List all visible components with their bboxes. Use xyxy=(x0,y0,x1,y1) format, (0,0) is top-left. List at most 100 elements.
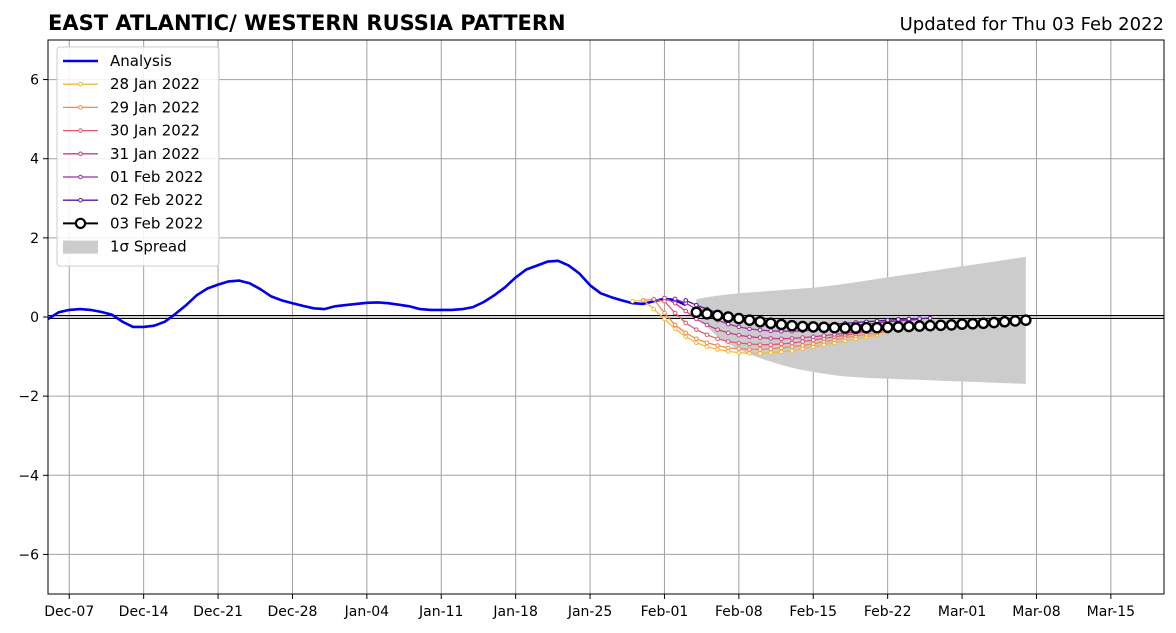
y-tick-label: 2 xyxy=(30,231,39,247)
forecast-marker xyxy=(1009,315,1022,327)
forecast-marker xyxy=(651,306,657,312)
forecast-marker xyxy=(672,322,678,328)
forecast-marker xyxy=(651,296,657,302)
forecast-marker xyxy=(736,332,742,338)
series-group xyxy=(47,259,1032,356)
legend-label: Analysis xyxy=(110,52,172,70)
forecast-marker xyxy=(711,309,724,322)
forecast-marker xyxy=(927,315,933,321)
forecast-marker xyxy=(736,324,742,330)
forecast-marker xyxy=(757,347,763,352)
forecast-marker xyxy=(704,332,710,338)
forecast-marker xyxy=(683,330,689,336)
forecast-marker xyxy=(800,343,805,348)
forecast-marker xyxy=(757,351,763,356)
x-tick-label: Jan-11 xyxy=(418,604,463,620)
forecast-marker xyxy=(789,336,795,341)
x-tick-label: Jan-25 xyxy=(567,604,612,620)
forecast-marker xyxy=(807,321,820,333)
forecast-marker xyxy=(818,321,830,334)
forecast-series-2 xyxy=(640,296,890,352)
forecast-marker xyxy=(988,316,1000,329)
forecast-marker xyxy=(768,336,774,341)
forecast-marker xyxy=(764,317,777,330)
legend-box xyxy=(56,46,220,267)
forecast-marker xyxy=(779,336,784,342)
forecast-marker xyxy=(715,336,720,342)
x-tick-label: Mar-08 xyxy=(1012,604,1060,620)
forecast-marker xyxy=(1020,314,1032,326)
forecast-marker xyxy=(747,351,752,356)
y-tick-label: 4 xyxy=(30,152,39,168)
forecast-marker xyxy=(956,318,968,330)
forecast-marker xyxy=(662,316,667,322)
forecast-marker xyxy=(694,336,699,342)
forecast-marker xyxy=(694,340,699,346)
plot-frame xyxy=(47,39,1165,595)
forecast-marker xyxy=(683,334,689,340)
legend-swatch-marker xyxy=(78,197,83,203)
x-tick-label: Jan-18 xyxy=(492,604,537,620)
x-tick-label: Feb-15 xyxy=(789,604,837,620)
forecast-marker xyxy=(800,335,805,340)
legend-label: 29 Jan 2022 xyxy=(110,98,200,116)
forecast-marker xyxy=(694,327,699,332)
legend-swatch-marker xyxy=(78,105,83,110)
chart-title: EAST ATLANTIC/ WESTERN RUSSIA PATTERN xyxy=(48,11,566,35)
legend-label: 31 Jan 2022 xyxy=(110,145,200,163)
forecast-marker xyxy=(704,344,710,349)
legend-label: 28 Jan 2022 xyxy=(110,75,200,93)
forecast-marker xyxy=(779,345,784,351)
forecast-marker xyxy=(715,343,720,348)
forecast-marker xyxy=(796,320,809,333)
forecast-marker xyxy=(725,345,731,351)
forecast-marker xyxy=(924,319,936,332)
forecast-marker xyxy=(860,321,873,334)
x-tick-label: Mar-01 xyxy=(938,604,986,620)
forecast-marker xyxy=(683,320,689,326)
forecast-marker xyxy=(977,317,990,330)
y-tick-label: −2 xyxy=(18,389,39,405)
forecast-marker xyxy=(810,334,816,340)
forecast-marker xyxy=(775,318,788,331)
forecast-marker xyxy=(768,328,774,334)
x-tick-label: Jan-04 xyxy=(344,604,390,620)
forecast-marker xyxy=(704,322,710,328)
forecast-marker xyxy=(892,321,905,333)
legend-label: 01 Feb 2022 xyxy=(110,168,203,186)
forecast-marker xyxy=(733,312,745,325)
forecast-marker xyxy=(736,350,742,355)
forecast-marker xyxy=(917,316,922,321)
forecast-marker xyxy=(715,347,720,352)
forecast-marker xyxy=(757,335,763,340)
forecast-marker xyxy=(779,349,784,355)
forecast-marker xyxy=(747,347,752,352)
forecast-marker xyxy=(885,317,890,323)
forecast-marker xyxy=(672,300,678,306)
forecast-marker xyxy=(768,350,774,355)
legend-swatch-spread xyxy=(63,240,98,254)
axes: Dec-07 Dec-14 Dec-21 Dec-28 Jan-04 Jan-11 Jan-… xyxy=(18,39,1165,620)
x-tick-label: Feb-08 xyxy=(715,604,763,620)
x-tick-label: Dec-14 xyxy=(119,604,169,620)
forecast-marker xyxy=(768,342,774,348)
forecast-series-7 xyxy=(690,306,1032,334)
forecast-marker xyxy=(757,342,763,348)
forecast-marker xyxy=(630,298,635,304)
legend-swatch-marker xyxy=(74,217,87,230)
forecast-marker xyxy=(747,326,752,332)
forecast-marker xyxy=(757,327,763,333)
forecast-marker xyxy=(747,334,752,340)
forecast-marker xyxy=(754,315,766,328)
x-tick-label: Dec-07 xyxy=(44,604,94,620)
forecast-marker xyxy=(789,340,795,346)
forecast-marker xyxy=(672,326,678,332)
legend-swatch-marker xyxy=(78,81,83,87)
updated-label: Updated for Thu 03 Feb 2022 xyxy=(900,14,1164,35)
y-tick-label: 0 xyxy=(30,310,39,326)
analysis-line xyxy=(47,259,687,329)
forecast-marker xyxy=(736,346,742,351)
zero-line xyxy=(48,315,1164,319)
forecast-marker xyxy=(839,322,851,334)
